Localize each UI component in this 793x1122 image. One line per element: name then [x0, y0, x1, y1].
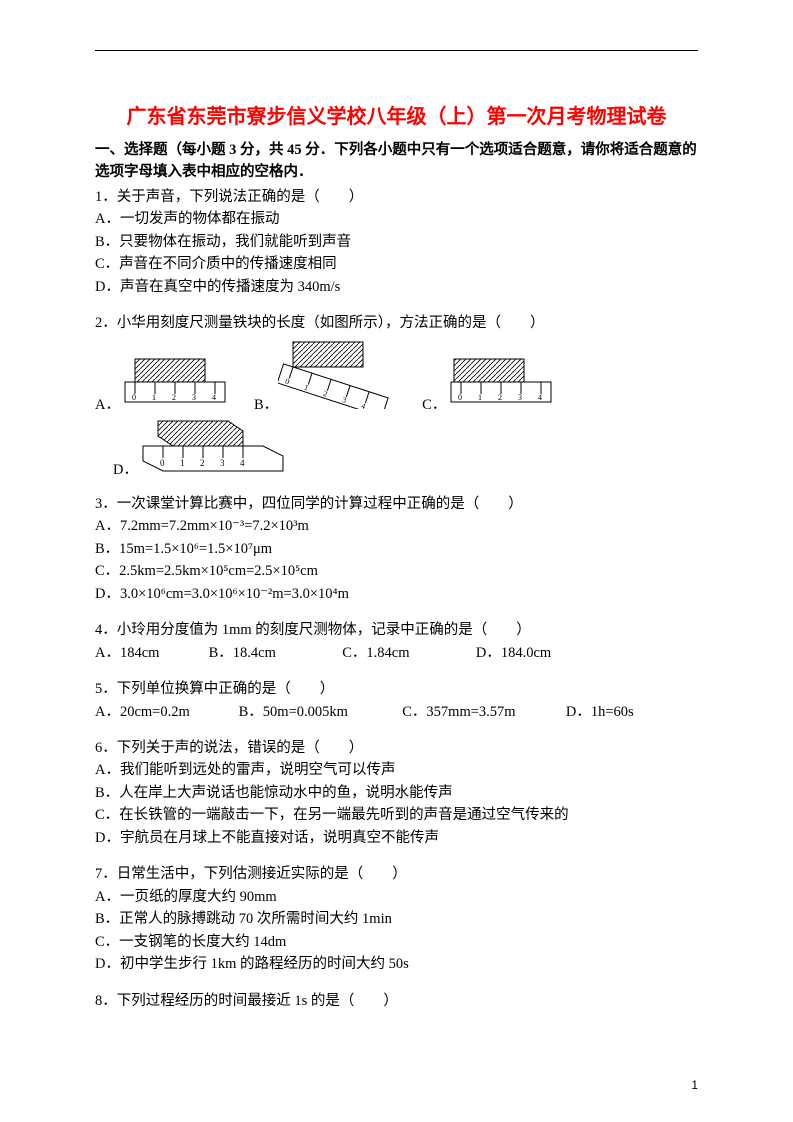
q6-opt-a: A．我们能听到远处的雷声，说明空气可以传声: [95, 759, 698, 781]
q4-stem: 4．小玲用分度值为 1mm 的刻度尺测物体，记录中正确的是（ ）: [95, 619, 698, 641]
svg-text:2: 2: [200, 458, 205, 468]
q2-figure-b: B． 01234: [254, 339, 398, 414]
svg-text:4: 4: [212, 393, 216, 402]
q2-label-c: C．: [422, 393, 446, 414]
q5-opt-b: B．50m=0.005km: [239, 701, 399, 723]
q7-opt-a: A．一页纸的厚度大约 90mm: [95, 886, 698, 908]
q7-stem: 7．日常生活中，下列估测接近实际的是（ ）: [95, 863, 698, 885]
q3-opt-a: A．7.2mm=7.2mm×10⁻³=7.2×10³m: [95, 515, 698, 537]
page-number: 1: [691, 1078, 698, 1092]
q2-diagram-b: 01234: [278, 339, 398, 414]
q4-options: A．184cm B．18.4cm C．1.84cm D．184.0cm: [95, 642, 698, 664]
section-1-heading: 一、选择题（每小题 3 分，共 45 分．下列各小题中只有一个选项适合题意，请你…: [95, 139, 698, 184]
q2-stem: 2．小华用刻度尺测量铁块的长度（如图所示），方法正确的是（ ）: [95, 312, 698, 334]
exam-title: 广东省东莞市寮步信义学校八年级（上）第一次月考物理试卷: [95, 100, 698, 129]
q6-opt-b: B．人在岸上大声说话也能惊动水中的鱼，说明水能传声: [95, 782, 698, 804]
q8-stem: 8．下列过程经历的时间最接近 1s 的是（ ）: [95, 990, 698, 1012]
q2-diagram-c: 0 1 2 3 4: [446, 354, 556, 414]
q5-opt-d: D．1h=60s: [566, 701, 634, 723]
q2-label-a: A．: [95, 393, 120, 414]
svg-text:4: 4: [538, 393, 542, 402]
svg-text:3: 3: [518, 393, 522, 402]
q6-stem: 6．下列关于声的说法，错误的是（ ）: [95, 737, 698, 759]
svg-text:1: 1: [180, 458, 185, 468]
q2-figure-a: A． 0 1 2 3 4: [95, 354, 230, 414]
q2-figure-row-2: D． 0 1 2 3 4: [95, 416, 698, 479]
svg-text:3: 3: [220, 458, 225, 468]
q1-opt-c: C．声音在不同介质中的传播速度相同: [95, 253, 698, 275]
q1-stem: 1．关于声音，下列说法正确的是（ ）: [95, 186, 698, 208]
svg-text:4: 4: [240, 458, 245, 468]
exam-page: 广东省东莞市寮步信义学校八年级（上）第一次月考物理试卷 一、选择题（每小题 3 …: [0, 0, 793, 1122]
q2-label-b: B．: [254, 393, 278, 414]
svg-text:1: 1: [152, 393, 156, 402]
svg-text:2: 2: [172, 393, 176, 402]
q3-opt-b: B．15m=1.5×10⁶=1.5×10⁷μm: [95, 538, 698, 560]
q2-figure-c: C． 0 1 2 3 4: [422, 354, 556, 414]
q4-opt-a: A．184cm: [95, 642, 205, 664]
svg-text:0: 0: [160, 458, 165, 468]
q5-stem: 5．下列单位换算中正确的是（ ）: [95, 678, 698, 700]
q5-opt-c: C．357mm=3.57m: [402, 701, 562, 723]
svg-text:1: 1: [478, 393, 482, 402]
q4-opt-c: C．1.84cm: [342, 642, 472, 664]
q4-opt-b: B．18.4cm: [209, 642, 339, 664]
svg-text:2: 2: [498, 393, 502, 402]
header-rule: [95, 50, 698, 51]
q7-opt-d: D．初中学生步行 1km 的路程经历的时间大约 50s: [95, 953, 698, 975]
svg-text:0: 0: [458, 393, 462, 402]
svg-text:0: 0: [132, 393, 136, 402]
q3-opt-c: C．2.5km=2.5km×10⁵cm=2.5×10⁵cm: [95, 560, 698, 582]
q6-opt-d: D．宇航员在月球上不能直接对话，说明真空不能传声: [95, 827, 698, 849]
q2-diagram-a: 0 1 2 3 4: [120, 354, 230, 414]
q1-opt-d: D．声音在真空中的传播速度为 340m/s: [95, 276, 698, 298]
q2-figure-row-1: A． 0 1 2 3 4 B．: [95, 339, 698, 414]
q5-options: A．20cm=0.2m B．50m=0.005km C．357mm=3.57m …: [95, 701, 698, 723]
q3-opt-d: D．3.0×10⁶cm=3.0×10⁶×10⁻²m=3.0×10⁴m: [95, 583, 698, 605]
q1-opt-b: B．只要物体在振动，我们就能听到声音: [95, 231, 698, 253]
q2-figure-d: D． 0 1 2 3 4: [113, 416, 288, 479]
svg-text:3: 3: [192, 393, 196, 402]
q6-opt-c: C．在长铁管的一端敲击一下，在另一端最先听到的声音是通过空气传来的: [95, 804, 698, 826]
q4-opt-d: D．184.0cm: [476, 642, 551, 664]
q7-opt-c: C．一支钢笔的长度大约 14dm: [95, 931, 698, 953]
q3-stem: 3．一次课堂计算比赛中，四位同学的计算过程中正确的是（ ）: [95, 493, 698, 515]
q2-diagram-d: 0 1 2 3 4: [138, 416, 288, 479]
q7-opt-b: B．正常人的脉搏跳动 70 次所需时间大约 1min: [95, 908, 698, 930]
q1-opt-a: A．一切发声的物体都在振动: [95, 208, 698, 230]
q5-opt-a: A．20cm=0.2m: [95, 701, 235, 723]
q2-label-d: D．: [113, 458, 138, 479]
